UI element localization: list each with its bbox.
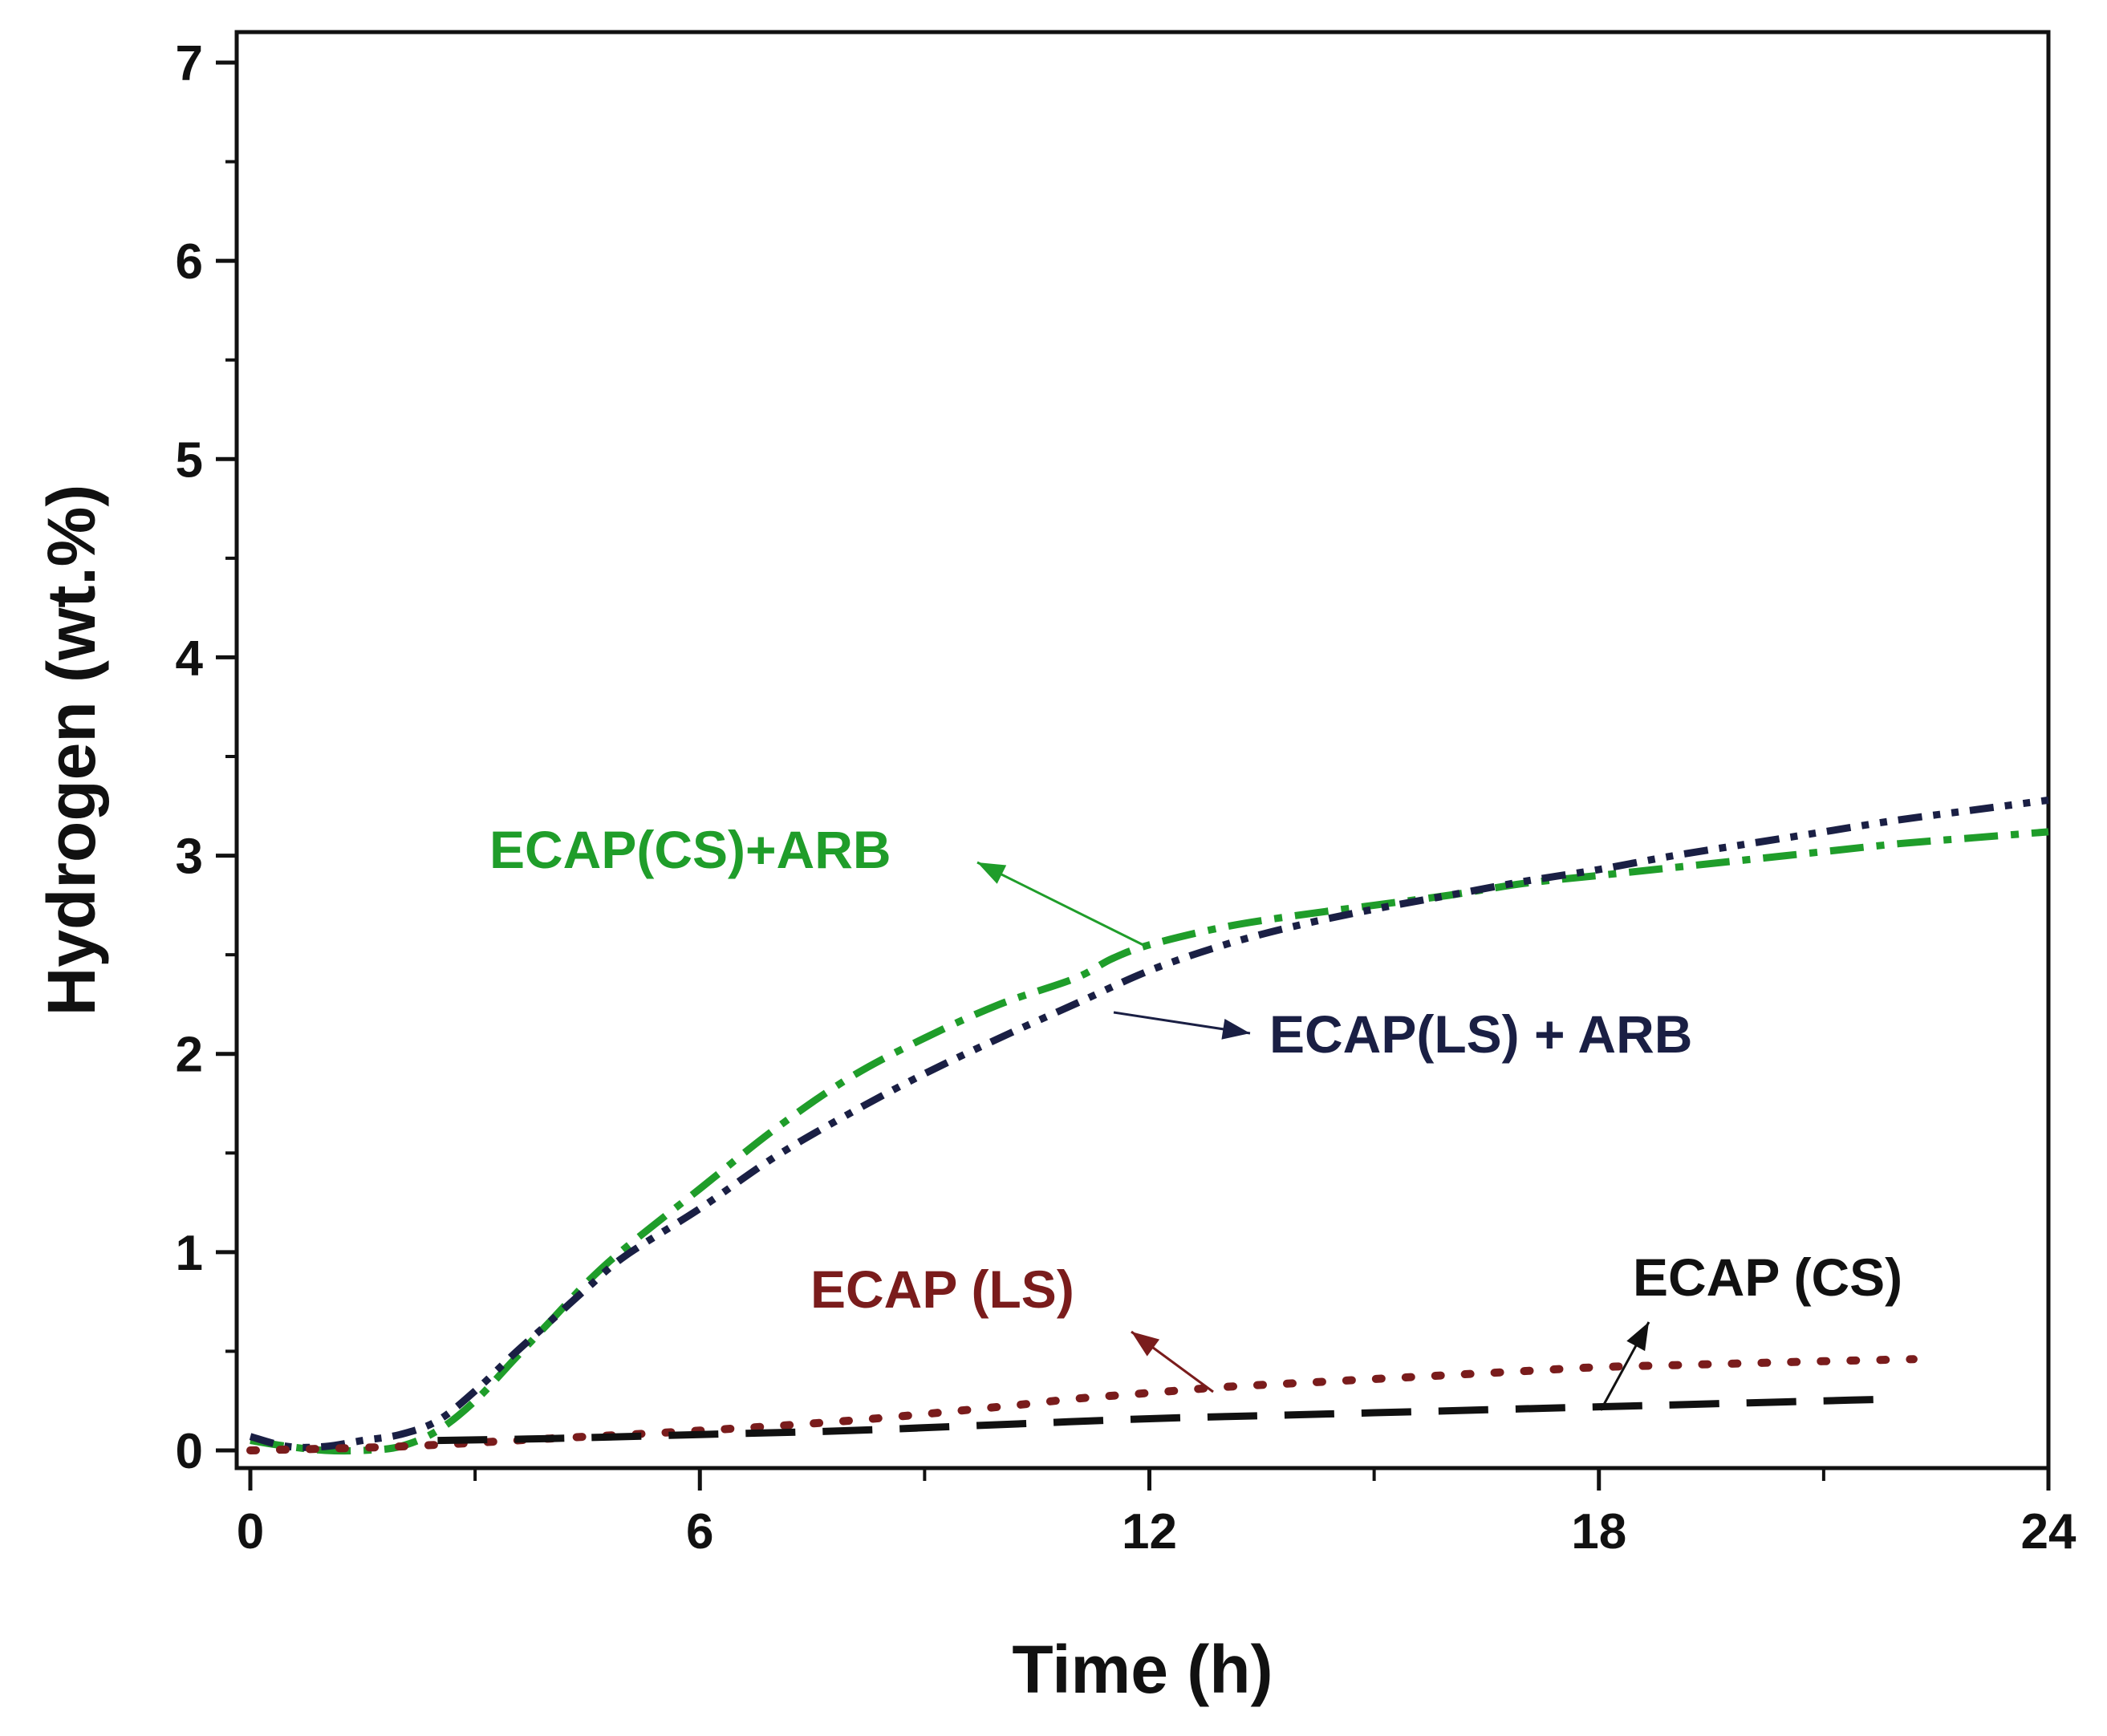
y-axis-title: Hydrogen (wt.%)	[34, 485, 109, 1016]
y-tick-label: 3	[176, 829, 203, 885]
x-axis-title: Time (h)	[1012, 1632, 1273, 1707]
series-line-2	[246, 1355, 1918, 1454]
y-tick-label: 0	[176, 1424, 203, 1479]
series-label: ECAP (LS)	[810, 1259, 1074, 1319]
y-tick-label: 7	[176, 36, 203, 91]
plot-frame	[234, 30, 2051, 1470]
x-tick-label: 18	[1571, 1504, 1626, 1560]
series-line-0	[250, 828, 2049, 1455]
y-tick-label: 5	[176, 432, 203, 488]
series-line-3	[437, 1395, 1899, 1445]
annotation-arrow	[976, 861, 1144, 947]
y-tick-label: 4	[176, 631, 204, 686]
x-tick-label: 24	[2021, 1504, 2077, 1560]
annotation-arrowhead	[1221, 1019, 1250, 1040]
x-tick-label: 6	[686, 1504, 713, 1560]
annotation-arrowhead	[1626, 1322, 1649, 1352]
y-axis-ticks: 0 1 2 3 4 5 6 7	[176, 36, 237, 1479]
x-tick-label: 12	[1122, 1504, 1177, 1560]
series-label: ECAP(LS) + ARB	[1269, 1004, 1692, 1064]
y-tick-label: 2	[176, 1028, 203, 1083]
annotation-arrowhead	[977, 862, 1007, 884]
series-label: ECAP(CS)+ARB	[489, 820, 891, 879]
series-annotations: ECAP(CS)+ARB ECAP(LS) + ARB ECAP (LS) ECAP …	[489, 820, 1902, 1411]
annotation-arrowhead	[1131, 1332, 1160, 1357]
x-tick-label: 0	[237, 1504, 264, 1560]
series-lines	[246, 796, 2049, 1455]
series-line-1	[249, 796, 2049, 1451]
series-label: ECAP (CS)	[1633, 1247, 1902, 1307]
y-tick-label: 1	[176, 1226, 203, 1281]
x-axis-ticks: 0 6 12 18 24	[237, 1468, 2077, 1560]
y-tick-label: 6	[176, 234, 203, 290]
